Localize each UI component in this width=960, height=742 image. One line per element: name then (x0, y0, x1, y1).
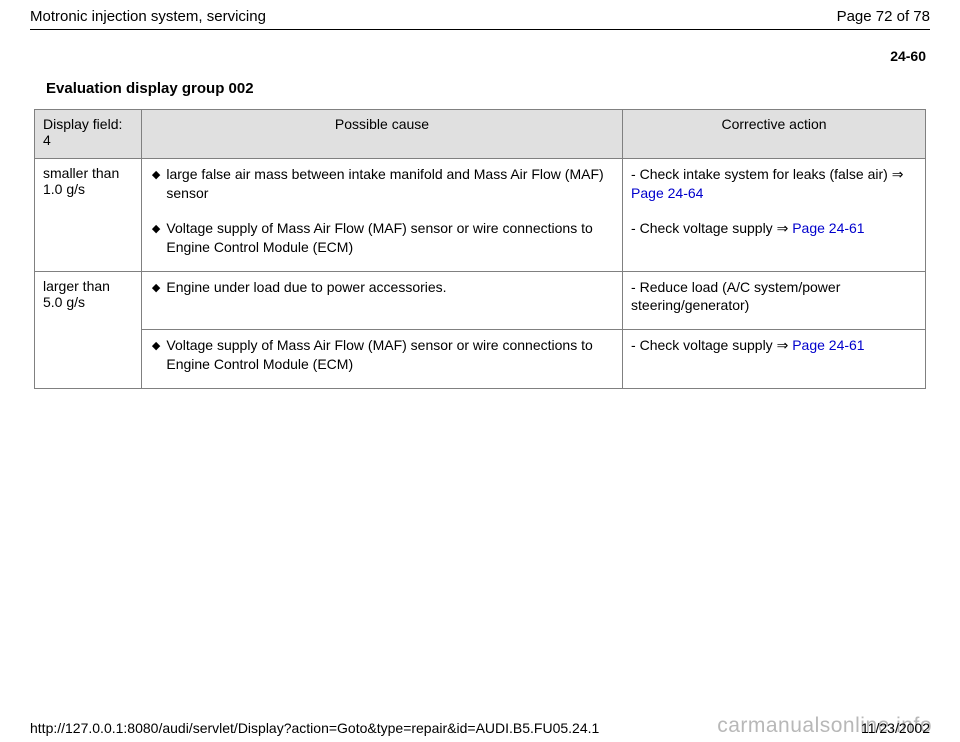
cause-item: ◆ Voltage supply of Mass Air Flow (MAF) … (150, 336, 614, 374)
action-item: - Check voltage supply ⇒ Page 24-61 (631, 219, 917, 238)
cause-item: ◆ Voltage supply of Mass Air Flow (MAF) … (150, 219, 614, 257)
page-link[interactable]: Page 24-61 (792, 337, 864, 353)
page-footer: http://127.0.0.1:8080/audi/servlet/Displ… (0, 720, 960, 742)
footer-date: 11/23/2002 (861, 720, 930, 736)
cell-corrective-action: - Check voltage supply ⇒ Page 24-61 (623, 330, 926, 389)
action-text: - Check intake system for leaks (false a… (631, 166, 892, 182)
diamond-bullet-icon: ◆ (152, 281, 160, 294)
col-possible-cause: Possible cause (141, 110, 622, 159)
cause-text: large false air mass between intake mani… (166, 165, 614, 203)
diamond-bullet-icon: ◆ (152, 168, 160, 181)
cell-corrective-action: - Reduce load (A/C system/power steering… (623, 271, 926, 330)
cell-corrective-action: - Check intake system for leaks (false a… (623, 159, 926, 272)
table-wrapper: Display field: 4 Possible cause Correcti… (0, 109, 960, 389)
page-link[interactable]: Page 24-64 (631, 185, 703, 201)
cause-item: ◆ large false air mass between intake ma… (150, 165, 614, 203)
section-code: 24-60 (0, 30, 960, 70)
table-row: ◆ Voltage supply of Mass Air Flow (MAF) … (35, 330, 926, 389)
cell-possible-cause: ◆ Voltage supply of Mass Air Flow (MAF) … (141, 330, 622, 389)
action-text: - Reduce load (A/C system/power steering… (631, 279, 840, 314)
page-header: Motronic injection system, servicing Pag… (0, 0, 960, 29)
table-row: larger than 5.0 g/s ◆ Engine under load … (35, 271, 926, 330)
cell-possible-cause: ◆ large false air mass between intake ma… (141, 159, 622, 272)
cause-text: Voltage supply of Mass Air Flow (MAF) se… (166, 336, 614, 374)
action-item: - Check voltage supply ⇒ Page 24-61 (631, 336, 917, 355)
cell-possible-cause: ◆ Engine under load due to power accesso… (141, 271, 622, 330)
action-item: - Check intake system for leaks (false a… (631, 165, 917, 203)
footer-url: http://127.0.0.1:8080/audi/servlet/Displ… (30, 720, 599, 736)
action-item: - Reduce load (A/C system/power steering… (631, 278, 917, 316)
cell-display-field: smaller than 1.0 g/s (35, 159, 142, 272)
col-display-field: Display field: 4 (35, 110, 142, 159)
action-text: - Check voltage supply (631, 220, 777, 236)
diamond-bullet-icon: ◆ (152, 339, 160, 352)
arrow-icon: ⇒ (777, 337, 789, 353)
section-heading: Evaluation display group 002 (0, 70, 960, 109)
arrow-icon: ⇒ (892, 166, 904, 182)
action-text: - Check voltage supply (631, 337, 777, 353)
diamond-bullet-icon: ◆ (152, 222, 160, 235)
cause-text: Voltage supply of Mass Air Flow (MAF) se… (166, 219, 614, 257)
cell-display-field: larger than 5.0 g/s (35, 271, 142, 389)
page-number-label: Page 72 of 78 (837, 8, 930, 25)
table-header-row: Display field: 4 Possible cause Correcti… (35, 110, 926, 159)
page-link[interactable]: Page 24-61 (792, 220, 864, 236)
document-page: Motronic injection system, servicing Pag… (0, 0, 960, 742)
table-row: smaller than 1.0 g/s ◆ large false air m… (35, 159, 926, 272)
col-corrective-action: Corrective action (623, 110, 926, 159)
doc-title: Motronic injection system, servicing (30, 8, 266, 25)
evaluation-table: Display field: 4 Possible cause Correcti… (34, 109, 926, 389)
cause-text: Engine under load due to power accessori… (166, 278, 614, 297)
cause-item: ◆ Engine under load due to power accesso… (150, 278, 614, 297)
arrow-icon: ⇒ (777, 220, 789, 236)
